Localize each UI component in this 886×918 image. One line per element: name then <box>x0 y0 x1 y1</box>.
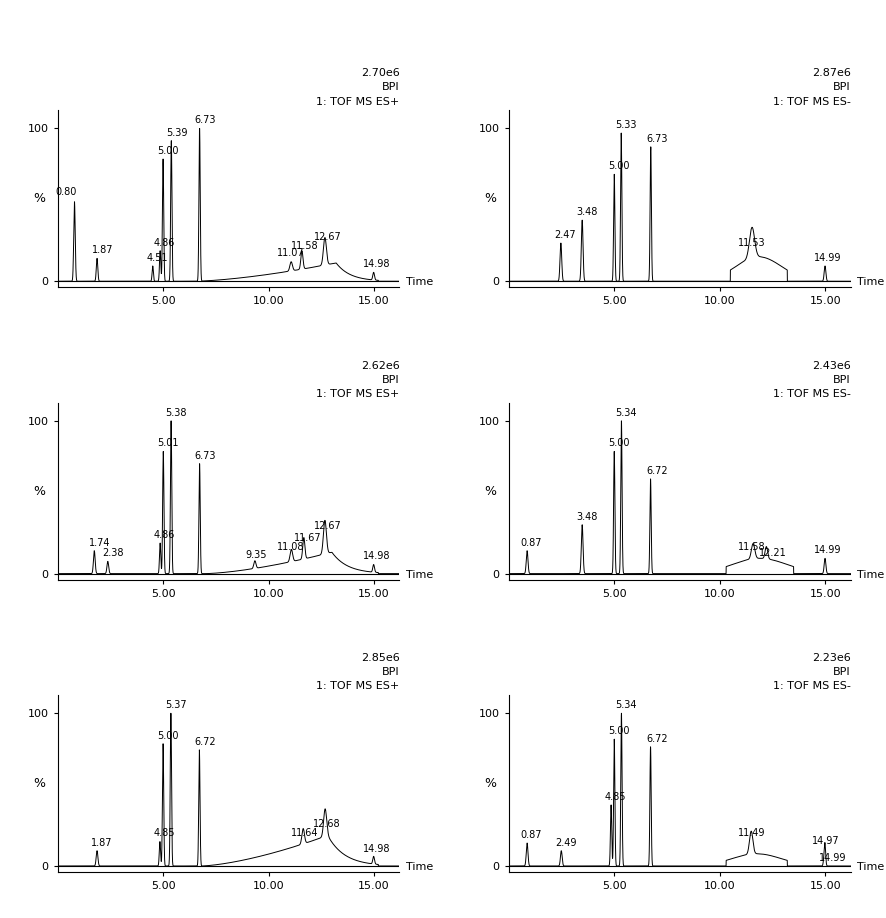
Text: 14.98: 14.98 <box>362 844 390 854</box>
Text: 2.62e6: 2.62e6 <box>361 361 400 371</box>
Text: 6.72: 6.72 <box>646 465 667 476</box>
Text: 5.00: 5.00 <box>609 439 630 448</box>
Text: 2.87e6: 2.87e6 <box>812 68 851 78</box>
Text: Time: Time <box>406 862 433 872</box>
Y-axis label: %: % <box>484 192 496 206</box>
Text: Time: Time <box>406 277 433 287</box>
Text: 5.34: 5.34 <box>615 408 637 418</box>
Text: 11.67: 11.67 <box>293 533 321 543</box>
Text: 6.73: 6.73 <box>195 451 216 461</box>
Text: 2.49: 2.49 <box>555 837 576 847</box>
Text: 11.58: 11.58 <box>738 543 766 553</box>
Text: BPI: BPI <box>382 667 400 677</box>
Text: 1.74: 1.74 <box>89 538 111 548</box>
Text: 14.97: 14.97 <box>812 836 839 846</box>
Text: BPI: BPI <box>833 667 851 677</box>
Text: 1: TOF MS ES-: 1: TOF MS ES- <box>773 389 851 399</box>
Text: 12.67: 12.67 <box>314 521 342 531</box>
Text: 9.35: 9.35 <box>245 550 267 560</box>
Text: 4.86: 4.86 <box>153 238 175 248</box>
Text: BPI: BPI <box>833 375 851 385</box>
Y-axis label: %: % <box>33 192 45 206</box>
Text: 2.43e6: 2.43e6 <box>812 361 851 371</box>
Text: 4.85: 4.85 <box>605 792 626 801</box>
Text: BPI: BPI <box>382 375 400 385</box>
Text: 2.85e6: 2.85e6 <box>361 653 400 663</box>
Text: 1.87: 1.87 <box>92 245 114 255</box>
Text: 5.01: 5.01 <box>157 439 179 448</box>
Text: 2.38: 2.38 <box>102 548 123 558</box>
Text: 14.99: 14.99 <box>813 253 841 263</box>
Text: BPI: BPI <box>833 83 851 93</box>
Text: 4.51: 4.51 <box>146 253 167 263</box>
Text: 12.67: 12.67 <box>314 231 342 241</box>
Text: 5.37: 5.37 <box>165 700 187 711</box>
Text: 5.34: 5.34 <box>615 700 637 711</box>
Text: 14.99: 14.99 <box>813 545 841 555</box>
Text: 5.00: 5.00 <box>609 726 630 736</box>
Text: 1: TOF MS ES+: 1: TOF MS ES+ <box>316 389 400 399</box>
Text: Time: Time <box>858 570 884 580</box>
Y-axis label: %: % <box>484 485 496 498</box>
Y-axis label: %: % <box>33 777 45 790</box>
Text: 5.38: 5.38 <box>165 408 187 418</box>
Text: 14.99: 14.99 <box>819 853 846 863</box>
Text: 5.00: 5.00 <box>157 146 179 156</box>
Text: 2.70e6: 2.70e6 <box>361 68 400 78</box>
Text: 3.48: 3.48 <box>576 207 598 217</box>
Text: 11.64: 11.64 <box>291 828 318 838</box>
Text: 6.73: 6.73 <box>646 134 667 144</box>
Text: 12.21: 12.21 <box>759 548 787 558</box>
Text: 1: TOF MS ES+: 1: TOF MS ES+ <box>316 681 400 691</box>
Y-axis label: %: % <box>33 485 45 498</box>
Text: 2.47: 2.47 <box>554 230 576 240</box>
Text: 1: TOF MS ES+: 1: TOF MS ES+ <box>316 96 400 106</box>
Text: 5.39: 5.39 <box>167 128 188 138</box>
Text: Time: Time <box>858 862 884 872</box>
Text: 11.07: 11.07 <box>277 249 305 258</box>
Text: Time: Time <box>406 570 433 580</box>
Text: 11.58: 11.58 <box>291 241 319 251</box>
Text: 6.72: 6.72 <box>646 733 667 744</box>
Text: 12.68: 12.68 <box>314 820 341 829</box>
Text: 0.87: 0.87 <box>520 538 542 548</box>
Text: 11.53: 11.53 <box>738 238 766 248</box>
Text: 6.73: 6.73 <box>195 116 216 126</box>
Text: Time: Time <box>858 277 884 287</box>
Text: 3.48: 3.48 <box>576 511 598 521</box>
Text: 1: TOF MS ES-: 1: TOF MS ES- <box>773 96 851 106</box>
Text: 14.98: 14.98 <box>362 552 390 562</box>
Text: 11.08: 11.08 <box>277 543 305 553</box>
Text: 5.00: 5.00 <box>609 162 630 172</box>
Text: 0.87: 0.87 <box>520 830 542 840</box>
Text: 1.87: 1.87 <box>91 837 113 847</box>
Text: 0.80: 0.80 <box>55 187 76 197</box>
Text: 4.86: 4.86 <box>153 530 175 540</box>
Text: BPI: BPI <box>382 83 400 93</box>
Text: 4.85: 4.85 <box>153 828 175 838</box>
Text: 14.98: 14.98 <box>362 259 390 269</box>
Y-axis label: %: % <box>484 777 496 790</box>
Text: 5.33: 5.33 <box>615 120 637 130</box>
Text: 11.49: 11.49 <box>738 828 766 838</box>
Text: 6.72: 6.72 <box>195 737 216 747</box>
Text: 2.23e6: 2.23e6 <box>812 653 851 663</box>
Text: 1: TOF MS ES-: 1: TOF MS ES- <box>773 681 851 691</box>
Text: 5.00: 5.00 <box>157 731 179 741</box>
